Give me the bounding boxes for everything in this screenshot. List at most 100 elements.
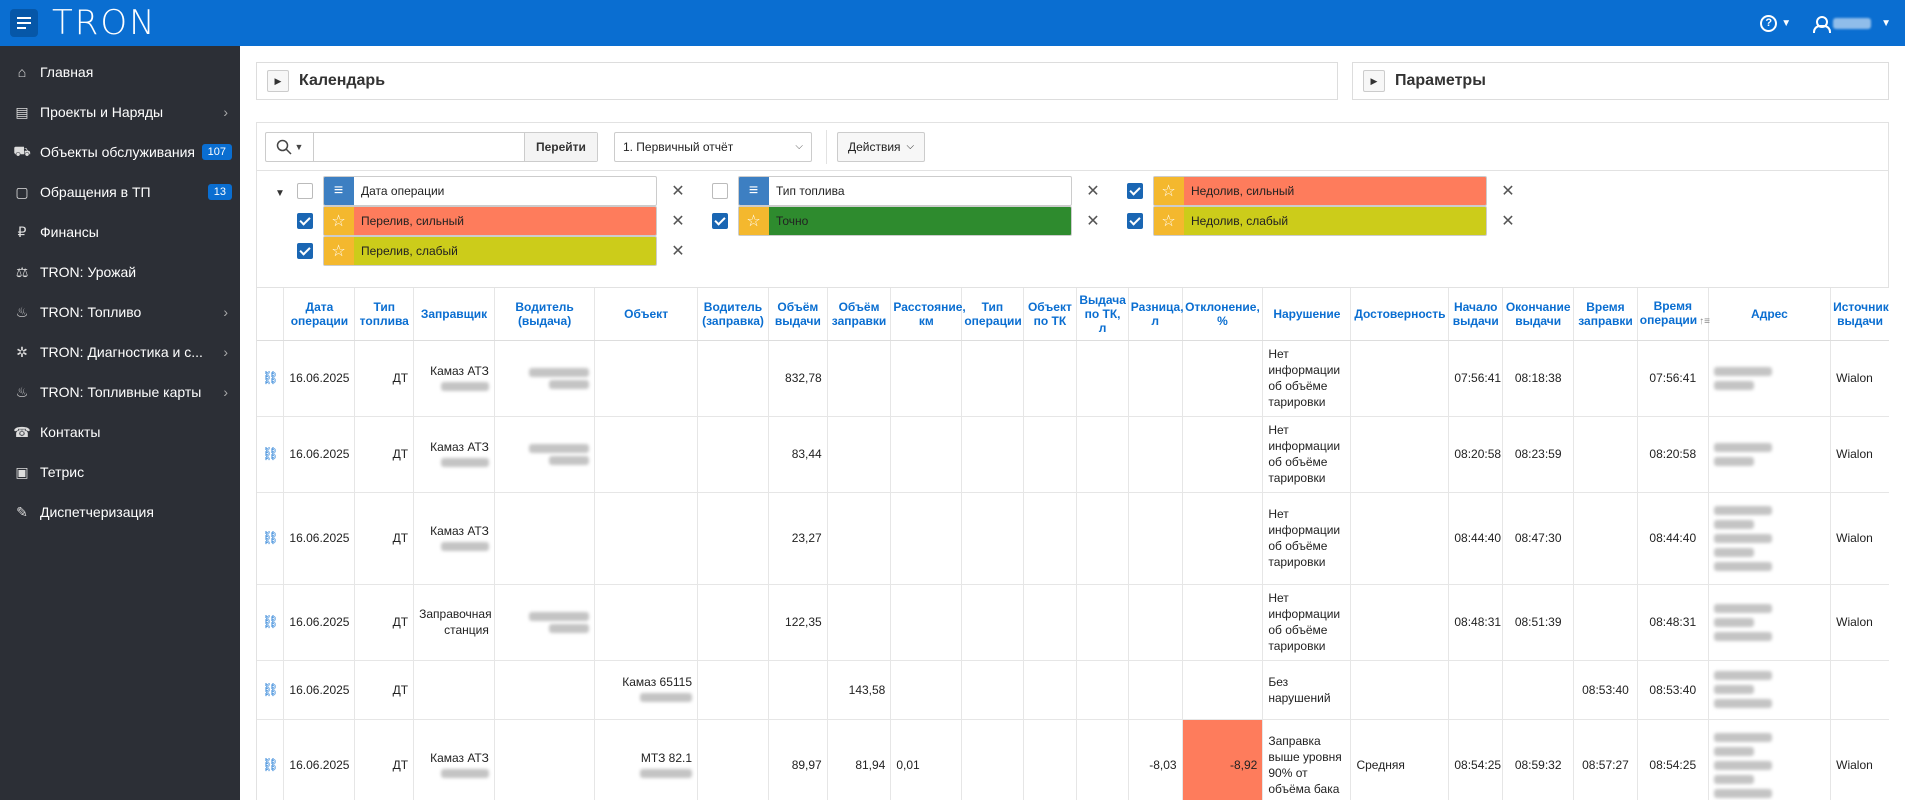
sidebar-item-9[interactable]: ☎ Контакты	[0, 412, 240, 452]
column-header[interactable]: Источник выдачи	[1830, 288, 1889, 341]
column-header[interactable]: Время заправки	[1573, 288, 1638, 341]
report-select[interactable]: 1. Первичный отчёт ⌵	[613, 131, 812, 162]
table-row[interactable]: ⛓ 16.06.2025 ДТ Камаз 65115 143,58 Без наруше…	[257, 660, 1889, 720]
cell-diff	[1128, 660, 1183, 720]
search-column-button[interactable]: ▼	[266, 132, 314, 161]
filter-tag[interactable]: ≡ Дата операции	[323, 176, 657, 206]
remove-filter-icon[interactable]: ✕	[1501, 183, 1515, 200]
filter-tag[interactable]: ☆ Перелив, слабый	[323, 236, 657, 266]
cell-end: 08:51:39	[1502, 584, 1575, 661]
redacted-text	[1713, 533, 1772, 543]
column-header[interactable]: Объём выдачи	[768, 288, 828, 341]
link-icon[interactable]: ⛓	[262, 681, 279, 697]
filter-checkbox[interactable]	[297, 183, 313, 199]
link-icon[interactable]: ⛓	[262, 757, 279, 772]
filter-tag[interactable]: ☆ Перелив, сильный	[323, 206, 657, 236]
column-header[interactable]: Объект по ТК	[1023, 288, 1078, 341]
filter-tag[interactable]: ☆ Недолив, слабый	[1153, 206, 1487, 236]
sidebar-item-10[interactable]: ▣ Тетрис	[0, 452, 240, 492]
column-header[interactable]: Тип топлива	[354, 288, 415, 341]
calendar-panel[interactable]: ▶ Календарь	[256, 62, 1338, 100]
sidebar-item-6[interactable]: ♨ TRON: Топливо ›	[0, 292, 240, 332]
params-panel[interactable]: ▶ Параметры	[1352, 62, 1889, 100]
filter-tag[interactable]: ≡ Тип топлива	[738, 176, 1072, 206]
redacted-text	[1713, 671, 1772, 680]
column-header[interactable]: Водитель (выдача)	[494, 288, 596, 341]
column-header[interactable]: Объём заправки	[827, 288, 892, 341]
remove-filter-icon[interactable]: ✕	[671, 213, 685, 230]
table-row[interactable]: ⛓ 16.06.2025 ДТ Камаз АТЗ 83,44 Нет информаци…	[257, 416, 1889, 493]
column-header[interactable]: Водитель (заправка)	[697, 288, 769, 341]
column-header[interactable]: Расстояние, км	[890, 288, 966, 341]
sidebar-item-7[interactable]: ✲ TRON: Диагностика и с... ›	[0, 332, 240, 372]
link-icon[interactable]: ⛓	[262, 446, 279, 461]
link-icon[interactable]: ⛓	[262, 614, 279, 629]
remove-filter-icon[interactable]: ✕	[671, 243, 685, 260]
filter-label: Дата операции	[361, 184, 445, 198]
star-icon: ☆	[1154, 177, 1184, 205]
column-header[interactable]: Окончание выдачи	[1502, 288, 1575, 341]
sort-ascending-icon[interactable]: ↑≡	[1699, 315, 1711, 327]
filter-checkbox[interactable]	[712, 213, 728, 229]
filter-checkbox[interactable]	[712, 183, 728, 199]
filter-checkbox[interactable]	[1127, 183, 1143, 199]
filter-tag[interactable]: ☆ Точно	[738, 206, 1072, 236]
column-header[interactable]: Отклонение, %	[1182, 288, 1264, 341]
table-row[interactable]: ⛓ 16.06.2025 ДТ Заправочная станция 122,35 Не…	[257, 584, 1889, 661]
menu-toggle-button[interactable]	[10, 9, 38, 37]
user-menu[interactable]: ▼	[1813, 15, 1891, 33]
sidebar-item-2[interactable]: ⛟ Объекты обслуживания 107	[0, 132, 240, 172]
column-header[interactable]: Выдача по ТК, л	[1076, 288, 1129, 341]
column-header[interactable]: Разница, л	[1128, 288, 1184, 341]
sidebar-item-5[interactable]: ⚖ TRON: Урожай	[0, 252, 240, 292]
expand-triangle-icon[interactable]: ▶	[1363, 70, 1385, 92]
cell-object-tk	[1023, 584, 1078, 661]
sidebar-item-3[interactable]: ▢ Обращения в ТП 13	[0, 172, 240, 212]
column-header[interactable]: Время операции ↑≡	[1637, 288, 1711, 341]
sidebar-item-1[interactable]: ▤ Проекты и Наряды ›	[0, 92, 240, 132]
link-icon[interactable]: ⛓	[262, 530, 279, 545]
remove-filter-icon[interactable]: ✕	[1501, 213, 1515, 230]
sidebar-item-11[interactable]: ✎ Диспетчеризация	[0, 492, 240, 532]
sidebar-item-0[interactable]: ⌂ Главная	[0, 52, 240, 92]
app-logo[interactable]: TRON	[52, 3, 157, 43]
redacted-text	[440, 381, 489, 391]
cell-fill-time	[1573, 492, 1638, 585]
filter-checkbox[interactable]	[297, 213, 313, 229]
remove-filter-icon[interactable]: ✕	[1086, 183, 1100, 200]
cell-diff	[1128, 416, 1183, 493]
sidebar-item-icon: ⛟	[13, 142, 31, 159]
collapse-filters-icon[interactable]: ▼	[275, 187, 285, 199]
cell-driver-in	[697, 584, 769, 661]
sidebar-item-8[interactable]: ♨ TRON: Топливные карты ›	[0, 372, 240, 412]
column-header[interactable]: Дата операции	[283, 288, 356, 341]
search-input[interactable]	[314, 132, 524, 161]
column-header[interactable]: Тип операции	[961, 288, 1024, 341]
filter-checkbox[interactable]	[297, 243, 313, 259]
table-row[interactable]: ⛓ 16.06.2025 ДТ Камаз АТЗ МТЗ 82.1 89,97 81,94…	[257, 719, 1889, 800]
cell-refueler: Заправочная станция	[413, 584, 495, 661]
filter-tag[interactable]: ☆ Недолив, сильный	[1153, 176, 1487, 206]
column-header[interactable]: Адрес	[1708, 288, 1832, 341]
column-header[interactable]: Достоверность	[1350, 288, 1450, 341]
actions-button[interactable]: Действия ⌵	[836, 131, 926, 162]
sidebar-item-4[interactable]: ₽ Финансы	[0, 212, 240, 252]
remove-filter-icon[interactable]: ✕	[1086, 213, 1100, 230]
cell-end: 08:47:30	[1502, 492, 1575, 585]
remove-filter-icon[interactable]: ✕	[671, 183, 685, 200]
filter-checkbox[interactable]	[1127, 213, 1143, 229]
table-row[interactable]: ⛓ 16.06.2025 ДТ Камаз АТЗ 832,78 Нет информац…	[257, 340, 1889, 417]
link-icon[interactable]: ⛓	[262, 370, 279, 385]
column-header[interactable]: Начало выдачи	[1448, 288, 1504, 341]
go-button[interactable]: Перейти	[524, 132, 597, 161]
column-header[interactable]: Объект	[594, 288, 699, 341]
column-header[interactable]: Нарушение	[1262, 288, 1352, 341]
column-header[interactable]: Заправщик	[413, 288, 495, 341]
cell-address	[1708, 416, 1832, 493]
table-row[interactable]: ⛓ 16.06.2025 ДТ Камаз АТЗ 23,27 Нет информаци…	[257, 492, 1889, 585]
help-menu[interactable]: ? ▼	[1760, 14, 1791, 32]
redacted-text	[1713, 617, 1754, 627]
cell-distance	[890, 416, 963, 493]
expand-triangle-icon[interactable]: ▶	[267, 70, 289, 92]
cell-start	[1448, 660, 1504, 720]
